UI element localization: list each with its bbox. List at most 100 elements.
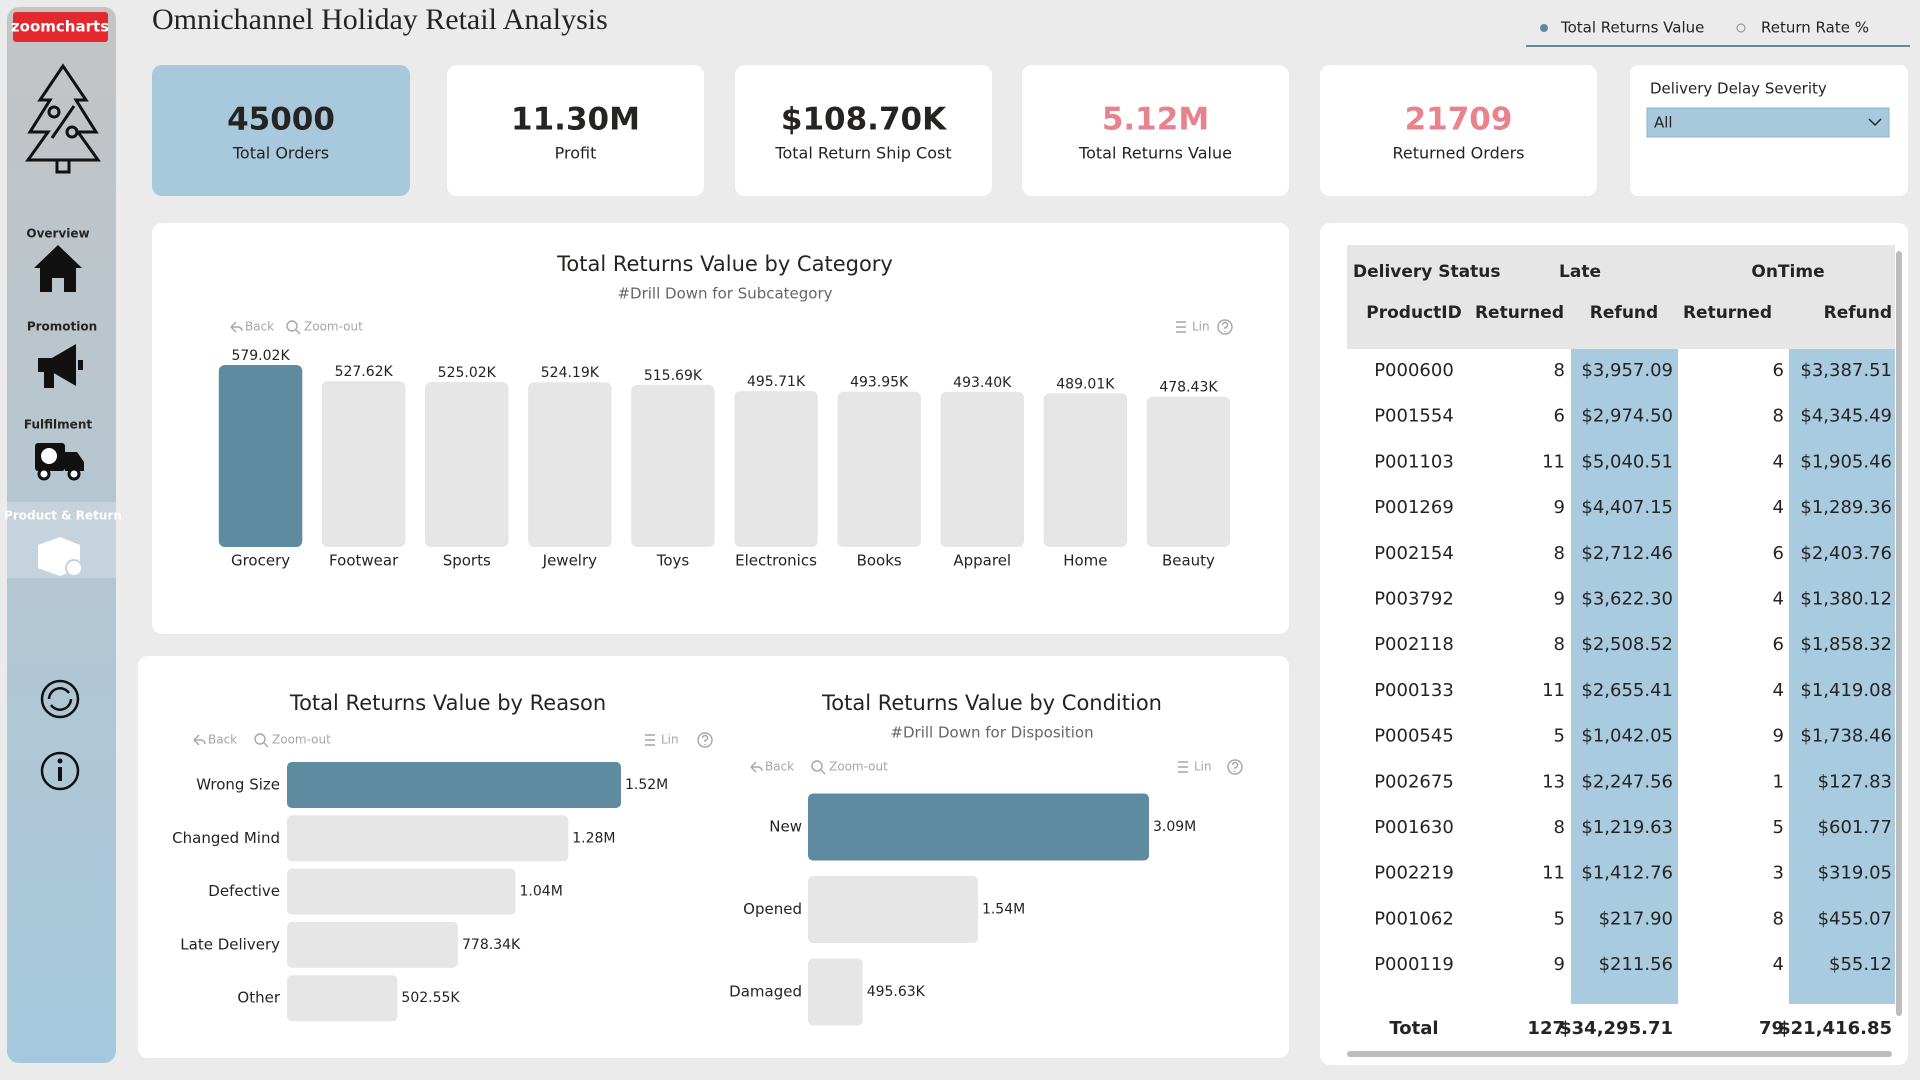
toolbar-zoom[interactable]: Zoom-out bbox=[304, 320, 363, 334]
dropdown[interactable] bbox=[1646, 107, 1890, 138]
nav-item[interactable]: Promotion bbox=[27, 320, 97, 334]
bar[interactable] bbox=[808, 958, 863, 1026]
kpi-value: 5.12M bbox=[1102, 102, 1209, 138]
radio-off[interactable] bbox=[1736, 23, 1746, 33]
bar[interactable] bbox=[218, 365, 303, 547]
zoom-icon[interactable] bbox=[254, 733, 266, 745]
bar[interactable] bbox=[424, 381, 509, 547]
late-refund-bg bbox=[1571, 349, 1678, 1004]
bar[interactable] bbox=[287, 762, 621, 808]
help-mark[interactable] bbox=[701, 734, 709, 746]
dropdown-value[interactable]: All bbox=[1654, 114, 1673, 132]
table-cell: $1,738.46 bbox=[1800, 726, 1892, 747]
toolbar-zoom[interactable]: Zoom-out bbox=[829, 760, 888, 774]
table-cell: 9 bbox=[1773, 726, 1784, 747]
help-icon[interactable] bbox=[1217, 319, 1233, 335]
table-cell: 5 bbox=[1554, 908, 1565, 929]
logo: zoomcharts bbox=[11, 18, 109, 36]
chart-subtitle: #Drill Down for Subcategory bbox=[617, 285, 832, 303]
chart-title: Total Returns Value by Category bbox=[556, 252, 893, 276]
lin-icon[interactable] bbox=[645, 734, 655, 746]
kpi-label: Total Return Ship Cost bbox=[774, 144, 951, 163]
bar[interactable] bbox=[837, 391, 921, 547]
bar[interactable] bbox=[734, 391, 818, 547]
zoom-icon[interactable] bbox=[811, 760, 823, 772]
category-label: Defective bbox=[208, 882, 280, 900]
bar[interactable] bbox=[808, 793, 1149, 861]
toggle-option[interactable]: Return Rate % bbox=[1761, 19, 1869, 37]
toolbar-lin[interactable]: Lin bbox=[1192, 320, 1210, 334]
refresh-icon[interactable] bbox=[40, 679, 80, 719]
lin-icon[interactable] bbox=[1176, 321, 1186, 333]
toolbar-back[interactable]: Back bbox=[765, 760, 794, 774]
zoom-handle[interactable] bbox=[820, 769, 826, 775]
radio-on[interactable] bbox=[1540, 24, 1548, 32]
table-cell: 9 bbox=[1554, 954, 1565, 975]
bar[interactable] bbox=[287, 921, 459, 968]
help-icon[interactable] bbox=[697, 732, 713, 748]
value-label: 3.09M bbox=[1153, 819, 1196, 835]
bar[interactable] bbox=[287, 975, 398, 1022]
help-mark[interactable] bbox=[1231, 761, 1239, 773]
table-cell: 4 bbox=[1773, 680, 1784, 701]
back-icon[interactable] bbox=[750, 761, 763, 773]
table-column: ProductID bbox=[1366, 303, 1461, 323]
table-cell: $2,247.56 bbox=[1581, 771, 1673, 792]
zoom-icon[interactable] bbox=[286, 320, 298, 332]
bar[interactable] bbox=[1146, 396, 1231, 547]
table-cell: $1,219.63 bbox=[1581, 817, 1673, 838]
table-cell: P001103 bbox=[1374, 451, 1454, 472]
back-icon[interactable] bbox=[230, 321, 243, 333]
toolbar-lin[interactable]: Lin bbox=[1194, 760, 1212, 774]
value-label: 515.69K bbox=[644, 368, 703, 384]
bar[interactable] bbox=[287, 868, 516, 915]
zoom-handle[interactable] bbox=[263, 742, 269, 748]
h-scrollbar[interactable] bbox=[1347, 1051, 1892, 1057]
table-cell: P000133 bbox=[1374, 680, 1454, 701]
table-cell: P001269 bbox=[1374, 497, 1454, 518]
bar[interactable] bbox=[321, 381, 406, 547]
toolbar-zoom[interactable]: Zoom-out bbox=[272, 733, 331, 747]
v-scrollbar[interactable] bbox=[1896, 251, 1902, 1016]
back-icon[interactable] bbox=[193, 734, 206, 746]
table-cell: $217.90 bbox=[1599, 908, 1673, 929]
table-cell: $1,289.36 bbox=[1800, 497, 1892, 518]
help-mark[interactable] bbox=[1221, 321, 1229, 333]
bar[interactable] bbox=[631, 384, 715, 547]
table-cell: $3,622.30 bbox=[1581, 589, 1673, 610]
table-cell: 4 bbox=[1773, 589, 1784, 610]
bar[interactable] bbox=[528, 382, 612, 547]
category-label: New bbox=[769, 818, 802, 836]
kpi-label: Total Orders bbox=[232, 144, 329, 163]
toolbar-back[interactable]: Back bbox=[245, 320, 274, 334]
table-cell: $601.77 bbox=[1818, 817, 1892, 838]
nav-item[interactable]: Fulfilment bbox=[24, 418, 92, 432]
table-cell: 13 bbox=[1542, 771, 1565, 792]
bar[interactable] bbox=[808, 876, 978, 943]
home-icon bbox=[34, 245, 82, 292]
info-icon[interactable] bbox=[40, 751, 80, 791]
kpi-card bbox=[735, 65, 992, 196]
lin-icon[interactable] bbox=[1178, 761, 1188, 773]
bar[interactable] bbox=[940, 391, 1025, 547]
toolbar-lin[interactable]: Lin bbox=[661, 733, 679, 747]
nav-item[interactable]: Product & Return bbox=[4, 509, 122, 523]
nav-item[interactable]: Overview bbox=[26, 227, 89, 241]
table-cell: $1,412.76 bbox=[1581, 863, 1673, 884]
table-cell: P001554 bbox=[1374, 406, 1454, 427]
bar[interactable] bbox=[287, 815, 569, 862]
zoom-handle[interactable] bbox=[295, 329, 301, 335]
category-label: Damaged bbox=[729, 983, 802, 1001]
toolbar-back[interactable]: Back bbox=[208, 733, 237, 747]
value-label: 478.43K bbox=[1159, 380, 1218, 396]
table-cell: P000119 bbox=[1374, 954, 1454, 975]
help-icon[interactable] bbox=[1227, 759, 1243, 775]
megaphone-icon bbox=[38, 344, 83, 388]
toggle-option[interactable]: Total Returns Value bbox=[1560, 19, 1704, 37]
table-cell: 8 bbox=[1554, 543, 1565, 564]
bar[interactable] bbox=[1043, 393, 1128, 547]
table-cell: 8 bbox=[1554, 634, 1565, 655]
category-label: Electronics bbox=[735, 552, 817, 570]
table-total: 127 bbox=[1527, 1018, 1565, 1039]
